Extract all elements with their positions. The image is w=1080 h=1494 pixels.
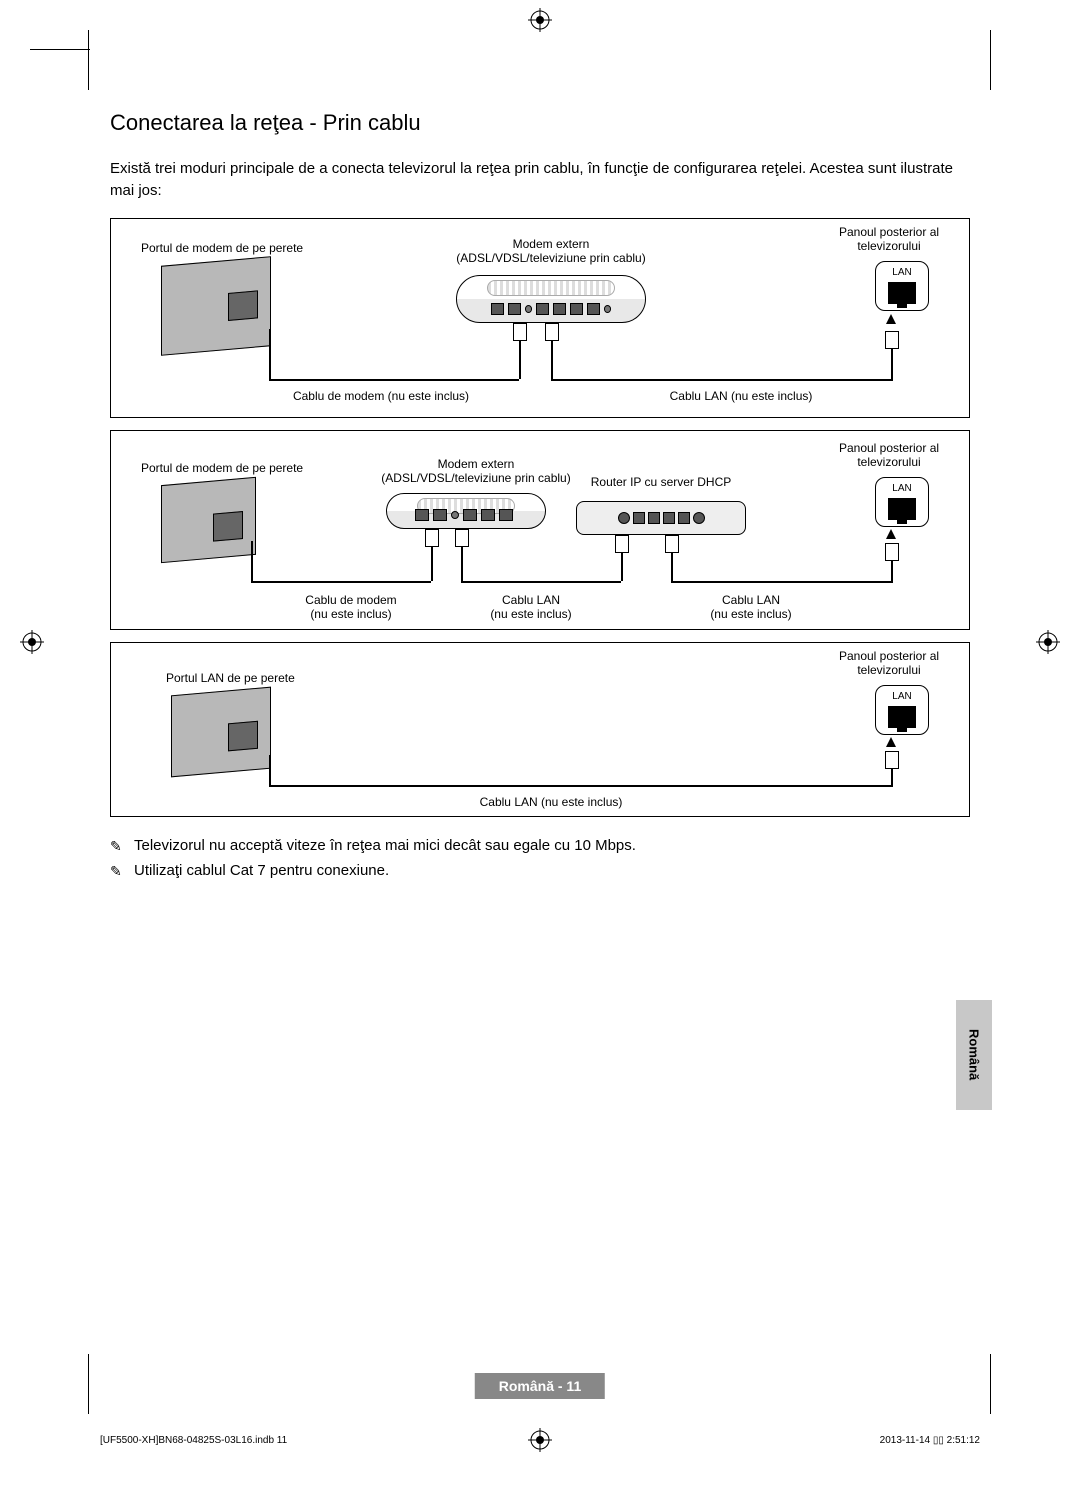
cable [269, 755, 271, 785]
arrow-icon [886, 737, 896, 747]
registration-mark-top [528, 8, 552, 32]
wall-modem-label: Portul de modem de pe perete [141, 241, 341, 255]
cable-lan-label-2a: Cablu LAN (nu este inclus) [471, 593, 591, 622]
modem-label: Modem extern (ADSL/VDSL/televiziune prin… [366, 457, 586, 486]
router-label: Router IP cu server DHCP [566, 475, 756, 489]
language-tab: Română [956, 1000, 992, 1110]
cable [251, 581, 431, 583]
modem-icon [456, 275, 646, 323]
modem-label: Modem extern (ADSL/VDSL/televiziune prin… [441, 237, 661, 266]
wall-port-icon [171, 686, 271, 777]
cable [269, 329, 271, 379]
connector-icon [885, 543, 899, 561]
modem-icon [386, 493, 546, 529]
print-info-left: [UF5500-XH]BN68-04825S-03L16.indb 11 [100, 1435, 287, 1446]
diagram-3: Portul LAN de pe perete Panoul posterior… [110, 642, 970, 817]
cable [269, 379, 519, 381]
connector-icon [513, 323, 527, 341]
crop-mark [990, 30, 992, 90]
registration-mark-left [20, 630, 44, 654]
tv-lan-panel: LAN [865, 473, 939, 527]
wall-modem-label: Portul de modem de pe perete [141, 461, 341, 475]
tv-panel-label: Panoul posterior al televizorului [829, 441, 949, 470]
cable [251, 541, 253, 581]
arrow-icon [886, 314, 896, 324]
connector-icon [425, 529, 439, 547]
notes-list: Televizorul nu acceptă viteze în reţea m… [110, 837, 970, 879]
cable-modem-label-2: Cablu de modem (nu este inclus) [281, 593, 421, 622]
diagram-1: Portul de modem de pe perete Modem exter… [110, 218, 970, 418]
note-item: Televizorul nu acceptă viteze în reţea m… [110, 837, 970, 854]
crop-mark [30, 30, 90, 50]
connector-icon [885, 751, 899, 769]
registration-mark-bottom [528, 1428, 552, 1452]
tv-lan-panel: LAN [865, 681, 939, 735]
router-icon [576, 501, 746, 535]
diagram-2: Portul de modem de pe perete Modem exter… [110, 430, 970, 630]
crop-mark [990, 1354, 992, 1414]
section-title: Conectarea la reţea - Prin cablu [110, 110, 970, 136]
cable-lan-label: Cablu LAN (nu este inclus) [631, 389, 851, 403]
wall-port-icon [161, 476, 256, 562]
cable [461, 581, 621, 583]
connector-icon [885, 331, 899, 349]
cable-lan-label-3: Cablu LAN (nu este inclus) [431, 795, 671, 809]
page-number: Română - 11 [475, 1373, 605, 1399]
page-content: Conectarea la reţea - Prin cablu Există … [110, 110, 970, 887]
tv-panel-label: Panoul posterior al televizorului [829, 649, 949, 678]
cable [671, 581, 891, 583]
arrow-icon [886, 529, 896, 539]
cable [269, 785, 891, 787]
registration-mark-right [1036, 630, 1060, 654]
connector-icon [615, 535, 629, 553]
crop-mark [88, 1354, 90, 1414]
wall-port-icon [161, 256, 271, 356]
connector-icon [545, 323, 559, 341]
cable-modem-label: Cablu de modem (nu este inclus) [271, 389, 491, 403]
print-info-right: 2013-11-14 ▯▯ 2:51:12 [880, 1435, 980, 1446]
tv-panel-label: Panoul posterior al televizorului [829, 225, 949, 254]
cable [551, 379, 891, 381]
cable-lan-label-2b: Cablu LAN (nu este inclus) [691, 593, 811, 622]
connector-icon [455, 529, 469, 547]
connector-icon [665, 535, 679, 553]
wall-lan-label: Portul LAN de pe perete [166, 671, 366, 685]
note-item: Utilizaţi cablul Cat 7 pentru conexiune. [110, 862, 970, 879]
intro-text: Există trei moduri principale de a conec… [110, 158, 970, 202]
crop-mark [88, 30, 90, 90]
tv-lan-panel: LAN [865, 257, 939, 311]
